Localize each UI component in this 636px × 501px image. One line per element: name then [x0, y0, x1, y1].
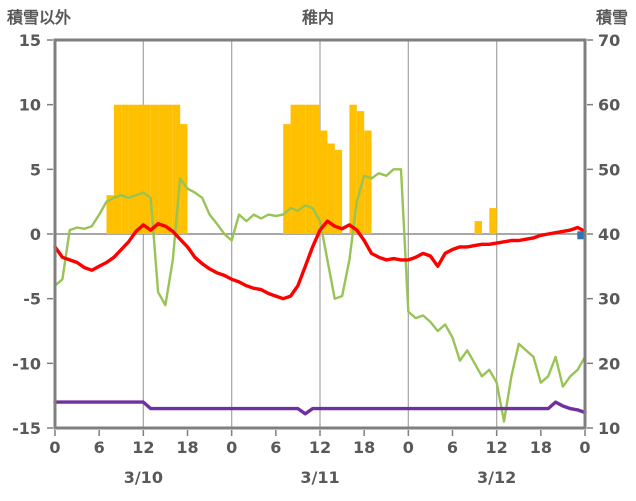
orange-bars-bar — [180, 124, 188, 234]
date-label: 3/12 — [477, 468, 516, 487]
orange-bars-bar — [128, 104, 136, 234]
right-axis-tick-label: 30 — [598, 290, 620, 309]
x-axis-hour-label: 12 — [486, 438, 508, 457]
orange-bars-bar — [327, 143, 335, 234]
right-axis-tick-label: 40 — [598, 225, 620, 244]
blue-point-marker — [577, 231, 586, 240]
left-axis-tick-label: 5 — [30, 160, 41, 179]
x-axis-hour-label: 12 — [309, 438, 331, 457]
orange-bars-bar — [158, 104, 166, 234]
left-axis-tick-label: -5 — [23, 290, 41, 309]
x-axis-hour-label: 0 — [579, 438, 590, 457]
orange-bars-bar — [297, 104, 306, 234]
orange-bars-bar — [305, 104, 313, 234]
x-axis-hour-label: 6 — [94, 438, 105, 457]
x-axis-hour-label: 0 — [226, 438, 237, 457]
right-axis-tick-label: 60 — [598, 96, 620, 115]
left-axis-tick-label: 0 — [30, 225, 41, 244]
orange-bars-bar — [113, 104, 122, 234]
orange-bars-bar — [320, 130, 328, 234]
orange-bars-bar — [143, 104, 151, 234]
orange-bars-bar — [312, 104, 320, 234]
right-axis-tick-label: 70 — [598, 31, 620, 50]
red-line — [53, 219, 587, 301]
plot-border — [53, 38, 587, 430]
orange-bars-bar — [106, 195, 114, 234]
x-axis-hour-label: 6 — [270, 438, 281, 457]
orange-bars-bar — [165, 104, 173, 234]
orange-bars-bar — [474, 221, 482, 234]
x-axis-hour-label: 18 — [530, 438, 552, 457]
x-axis-hour-label: 12 — [132, 438, 154, 457]
orange-bars-bar — [334, 149, 343, 234]
left-axis-tick-label: 15 — [19, 31, 41, 50]
right-axis-title: 積雪 — [595, 8, 628, 27]
orange-bars-bar — [349, 104, 357, 234]
x-axis-hour-label: 6 — [447, 438, 458, 457]
orange-bars-bar — [364, 130, 372, 234]
right-axis-tick-label: 10 — [598, 419, 620, 438]
orange-bars-bar — [290, 104, 298, 234]
orange-bars-bar — [121, 104, 129, 234]
date-label: 3/11 — [300, 468, 339, 487]
orange-bars-bar — [136, 104, 144, 234]
orange-bars-bar — [283, 124, 291, 234]
date-label: 3/10 — [124, 468, 163, 487]
chart-title: 稚内 — [302, 8, 334, 27]
purple-line — [53, 400, 587, 416]
right-axis-tick-label: 20 — [598, 354, 620, 373]
x-axis-hour-label: 18 — [353, 438, 375, 457]
right-axis-tick-label: 50 — [598, 160, 620, 179]
x-axis-hour-label: 0 — [403, 438, 414, 457]
left-axis-tick-label: 10 — [19, 96, 41, 115]
x-axis-hour-label: 18 — [176, 438, 198, 457]
green-line — [53, 168, 587, 423]
left-axis-tick-label: -15 — [12, 419, 41, 438]
left-axis-tick-label: -10 — [12, 354, 41, 373]
orange-bars-bar — [150, 104, 159, 234]
left-axis-title: 積雪以外 — [6, 8, 71, 27]
x-axis-hour-label: 0 — [49, 438, 60, 457]
orange-bars-bar — [356, 111, 365, 234]
orange-bars-bar — [172, 104, 181, 234]
orange-bars-bar — [489, 208, 497, 234]
